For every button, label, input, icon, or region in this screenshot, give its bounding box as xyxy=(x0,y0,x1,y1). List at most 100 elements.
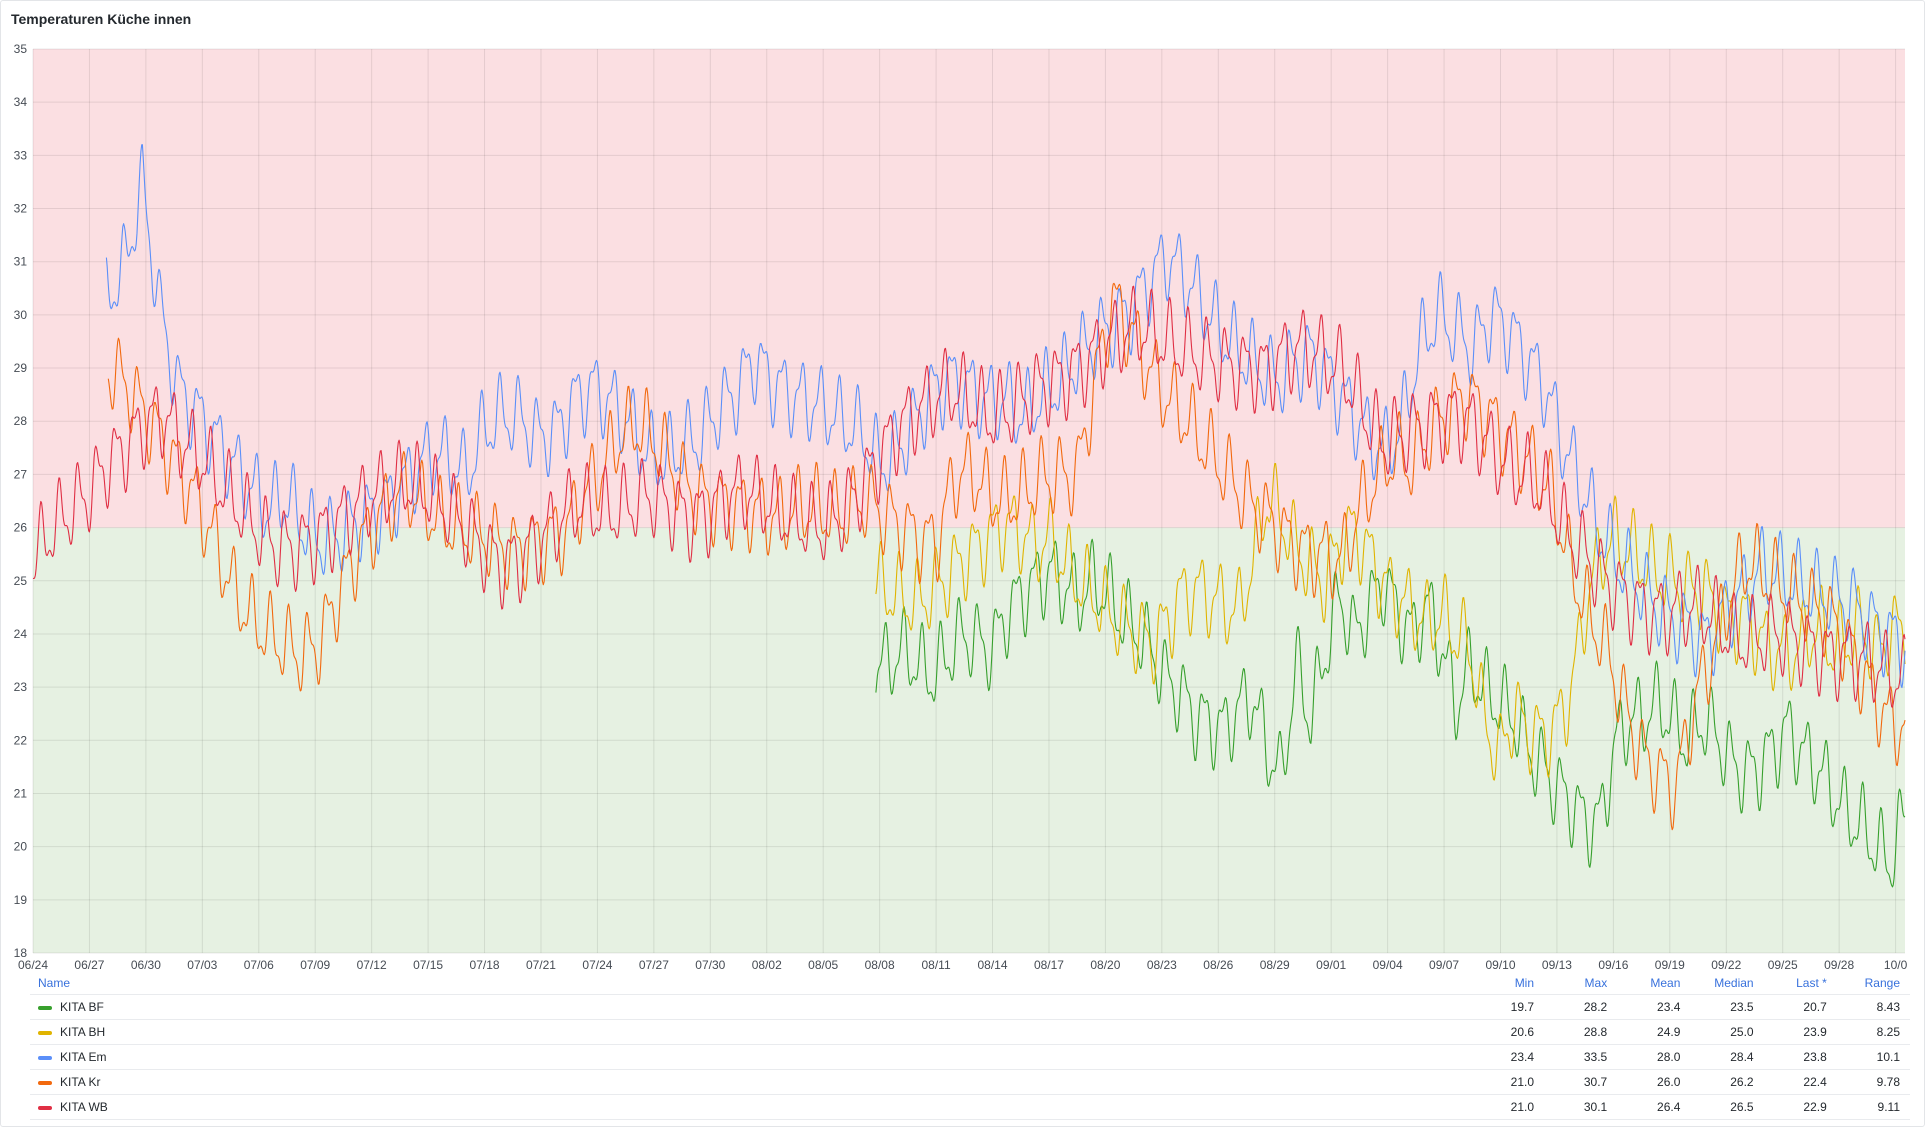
x-tick-label: 08/20 xyxy=(1090,958,1120,970)
x-tick-label: 09/25 xyxy=(1768,958,1798,970)
series-color-swatch[interactable] xyxy=(38,1005,52,1010)
legend-value-mean: 26.4 xyxy=(1617,1094,1691,1120)
legend-value-median: 23.5 xyxy=(1690,994,1764,1020)
y-tick-label: 18 xyxy=(14,946,28,960)
x-tick-label: 08/29 xyxy=(1260,958,1290,970)
panel-title[interactable]: Temperaturen Küche innen xyxy=(11,11,192,27)
legend-row[interactable]: KITA BH 20.6 28.8 24.9 25.0 23.9 8.25 xyxy=(30,1019,1910,1045)
y-tick-label: 27 xyxy=(14,467,28,481)
legend-value-range: 9.78 xyxy=(1836,1069,1910,1095)
y-tick-label: 19 xyxy=(14,893,28,907)
x-tick-label: 09/16 xyxy=(1598,958,1628,970)
legend-header-median[interactable]: Median xyxy=(1714,976,1754,990)
x-tick-label: 08/26 xyxy=(1203,958,1233,970)
legend-header-row: Name Min Max Mean Median Last * Range xyxy=(30,974,1910,995)
series-line-kita-em xyxy=(105,144,1906,689)
y-tick-label: 23 xyxy=(14,680,28,694)
legend-value-max: 28.2 xyxy=(1544,994,1618,1020)
legend-value-min: 23.4 xyxy=(1470,1044,1545,1070)
legend-header-min[interactable]: Min xyxy=(1514,976,1535,990)
legend-header-name[interactable]: Name xyxy=(38,976,71,990)
y-tick-label: 29 xyxy=(14,361,28,375)
legend-series-label: KITA Kr xyxy=(60,1075,101,1089)
legend-value-last: 20.7 xyxy=(1763,994,1837,1020)
legend-row[interactable]: KITA Kr 21.0 30.7 26.0 26.2 22.4 9.78 xyxy=(30,1069,1910,1095)
legend-series-name[interactable]: KITA WB xyxy=(30,1094,1471,1120)
x-tick-label: 07/30 xyxy=(695,958,725,970)
y-tick-label: 22 xyxy=(14,733,28,747)
legend-value-min: 20.6 xyxy=(1470,1019,1545,1045)
legend-value-range: 10.1 xyxy=(1836,1044,1910,1070)
x-tick-label: 07/06 xyxy=(244,958,274,970)
x-tick-label: 08/14 xyxy=(978,958,1008,970)
legend-value-median: 25.0 xyxy=(1690,1019,1764,1045)
series-color-swatch[interactable] xyxy=(38,1080,52,1085)
legend-row[interactable]: KITA WB 21.0 30.1 26.4 26.5 22.9 9.11 xyxy=(30,1094,1910,1120)
legend-value-last: 23.8 xyxy=(1763,1044,1837,1070)
legend-value-range: 8.43 xyxy=(1836,994,1910,1020)
legend-value-mean: 24.9 xyxy=(1617,1019,1691,1045)
x-tick-label: 09/13 xyxy=(1542,958,1572,970)
legend-header-range[interactable]: Range xyxy=(1864,976,1900,990)
x-tick-label: 07/03 xyxy=(187,958,217,970)
legend-value-max: 30.1 xyxy=(1544,1094,1618,1120)
y-tick-label: 33 xyxy=(14,148,28,162)
legend-value-last: 22.4 xyxy=(1763,1069,1837,1095)
legend-series-label: KITA Em xyxy=(60,1050,107,1064)
threshold-band-1 xyxy=(33,49,1905,528)
y-tick-label: 28 xyxy=(14,414,28,428)
series-line-kita-wb xyxy=(32,285,1906,708)
legend-series-name[interactable]: KITA Em xyxy=(30,1044,1471,1070)
legend-value-range: 9.11 xyxy=(1836,1094,1910,1120)
y-tick-label: 32 xyxy=(14,202,28,216)
x-tick-label: 08/23 xyxy=(1147,958,1177,970)
legend-header-mean[interactable]: Mean xyxy=(1650,976,1681,990)
x-tick-label: 08/11 xyxy=(922,958,951,970)
legend-header-last[interactable]: Last * xyxy=(1796,976,1827,990)
x-tick-label: 10/0 xyxy=(1884,958,1908,970)
series-line-kita-bf xyxy=(875,538,1906,888)
legend-value-max: 33.5 xyxy=(1544,1044,1618,1070)
x-tick-label: 09/04 xyxy=(1373,958,1403,970)
legend-series-name[interactable]: KITA BH xyxy=(30,1019,1471,1045)
legend-value-mean: 23.4 xyxy=(1617,994,1691,1020)
legend-value-median: 28.4 xyxy=(1690,1044,1764,1070)
x-tick-label: 09/07 xyxy=(1429,958,1459,970)
legend-series-name[interactable]: KITA Kr xyxy=(30,1069,1471,1095)
x-tick-label: 07/21 xyxy=(526,958,556,970)
y-tick-label: 31 xyxy=(14,255,28,269)
series-line-kita-kr xyxy=(107,282,1906,831)
legend-value-min: 21.0 xyxy=(1470,1069,1545,1095)
x-tick-label: 07/27 xyxy=(639,958,669,970)
series-color-swatch[interactable] xyxy=(38,1105,52,1110)
legend-value-median: 26.2 xyxy=(1690,1069,1764,1095)
line-chart[interactable]: 18 19 20 21 22 23 24 25 26 27 28 29 30 31 32 33 34 35 06/2… xyxy=(0,0,1925,970)
x-tick-label: 07/12 xyxy=(357,958,387,970)
x-tick-label: 07/18 xyxy=(470,958,500,970)
series-color-swatch[interactable] xyxy=(38,1030,52,1035)
x-tick-label: 08/08 xyxy=(865,958,895,970)
legend-value-last: 23.9 xyxy=(1763,1019,1837,1045)
y-tick-label: 34 xyxy=(14,95,28,109)
x-tick-label: 07/15 xyxy=(413,958,443,970)
legend-value-max: 28.8 xyxy=(1544,1019,1618,1045)
legend-value-median: 26.5 xyxy=(1690,1094,1764,1120)
series-color-swatch[interactable] xyxy=(38,1055,52,1060)
y-tick-label: 21 xyxy=(14,786,28,800)
legend-table: Name Min Max Mean Median Last * Range KI… xyxy=(30,974,1910,1120)
legend-value-min: 21.0 xyxy=(1470,1094,1545,1120)
x-tick-label: 08/17 xyxy=(1034,958,1064,970)
legend-header-max[interactable]: Max xyxy=(1584,976,1608,990)
legend-row[interactable]: KITA Em 23.4 33.5 28.0 28.4 23.8 10.1 xyxy=(30,1044,1910,1070)
y-tick-label: 20 xyxy=(14,840,28,854)
x-tick-label: 08/02 xyxy=(752,958,782,970)
legend-value-min: 19.7 xyxy=(1470,994,1545,1020)
legend-row[interactable]: KITA BF 19.7 28.2 23.4 23.5 20.7 8.43 xyxy=(30,994,1910,1020)
x-tick-label: 09/22 xyxy=(1711,958,1741,970)
legend-value-mean: 26.0 xyxy=(1617,1069,1691,1095)
y-tick-label: 25 xyxy=(14,574,28,588)
y-tick-label: 24 xyxy=(14,627,28,641)
legend-series-label: KITA BF xyxy=(60,1000,104,1014)
legend-series-name[interactable]: KITA BF xyxy=(30,994,1471,1020)
legend-value-last: 22.9 xyxy=(1763,1094,1837,1120)
